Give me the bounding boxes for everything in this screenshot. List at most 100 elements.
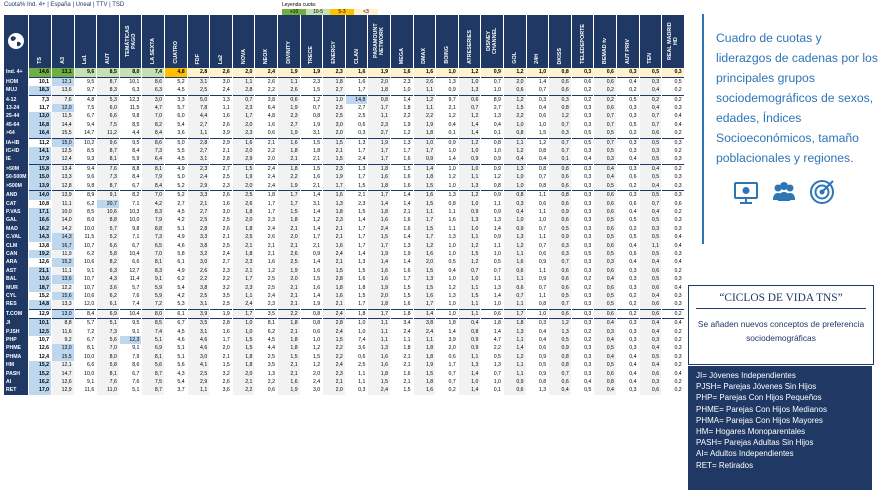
table-cell: 0,8 [548, 361, 572, 370]
table-cell: 2,4 [254, 181, 279, 191]
table-cell: 0,6 [435, 352, 459, 362]
table-cell: 9,5 [119, 318, 143, 328]
table-cell: 14,3 [51, 233, 75, 242]
table-cell: 0,7 [593, 120, 617, 130]
table-cell: 2,1 [209, 233, 233, 242]
row-label: CAT [4, 199, 30, 208]
description-text: Cuadro de cuotas y liderazgos de cadenas… [716, 31, 878, 165]
table-cell: 2,3 [367, 120, 391, 130]
table-cell: 4,6 [187, 336, 211, 345]
column-header-label: MEGA [398, 47, 405, 64]
table-cell: 1,3 [526, 386, 550, 395]
table-cell: 9,1 [141, 275, 166, 284]
table-cell: 8,1 [141, 258, 166, 267]
column-header: La2 [209, 15, 233, 68]
table-cell: 5,6 [164, 361, 188, 370]
table-cell: 1,3 [480, 283, 504, 292]
table-cell: 1,3 [480, 112, 504, 121]
table-cell: 0,4 [571, 378, 595, 387]
table-cell: 0,5 [639, 249, 663, 259]
table-cell: 1,3 [435, 76, 459, 87]
table-cell: 1,4 [480, 327, 504, 336]
table-cell: 1,5 [503, 104, 527, 113]
table-cell: 1,5 [209, 361, 233, 370]
table-cell: 1,2 [503, 67, 527, 78]
table-cell: 5,1 [164, 352, 188, 362]
table-cell: 0,7 [503, 291, 527, 301]
table-cell: 13,6 [28, 275, 53, 284]
table-cell: 2,0 [435, 344, 459, 353]
table-cell: 2,5 [232, 233, 256, 242]
table-cell: 0,3 [661, 216, 685, 225]
table-cell: 9,8 [119, 224, 143, 234]
table-cell: 7,6 [51, 94, 75, 105]
table-cell: 1,0 [458, 275, 482, 284]
table-cell: 1,6 [254, 258, 279, 267]
table-cell: 0,7 [526, 241, 550, 250]
table-cell: 2,9 [209, 137, 233, 148]
table-cell: 0,9 [480, 155, 504, 165]
table-cell: 1,5 [322, 336, 346, 345]
table-cell: 12,0 [51, 104, 75, 113]
table-cell: 0,3 [639, 147, 663, 156]
column-header: TEN [639, 15, 663, 68]
table-cell: 0,6 [548, 199, 572, 208]
table-row: RES 14,8 13,3 12,0 6,1 7,4 7,2 5,3 3,1 2,5 2,4 2,3 2… [4, 300, 685, 310]
table-cell: 14,3 [28, 233, 53, 242]
table-cell: 0,4 [616, 155, 640, 165]
table-cell: 1,2 [503, 352, 527, 362]
table-cell: 3,5 [254, 361, 279, 370]
table-cell: 2,1 [254, 241, 279, 250]
table-cell: 1,2 [413, 241, 437, 250]
table-cell: 2,4 [300, 378, 324, 387]
table-cell: 0,3 [661, 344, 685, 353]
table-cell: 1,5 [322, 137, 346, 148]
table-cell: 0,7 [639, 199, 663, 208]
table-cell: 0,4 [616, 207, 640, 217]
table-cell: 0,6 [616, 249, 640, 259]
table-cell: 1,4 [480, 224, 504, 234]
table-cell: 1,2 [503, 94, 527, 105]
table-cell: 10,3 [119, 207, 143, 217]
legend-item: 10-5 [306, 9, 330, 16]
table-cell: 0,5 [616, 94, 640, 105]
column-header-label: TEMÁTICAS PAGO [124, 25, 137, 57]
row-label: >500M [4, 181, 30, 191]
table-cell: 2,8 [322, 318, 346, 328]
table-cell: 7,4 [345, 336, 369, 345]
table-cell: 0,4 [593, 163, 617, 174]
table-cell: 0,3 [503, 199, 527, 208]
table-row: 4-12 7,3 7,6 4,8 5,3 12,3 3,0 3,3 5,0 1,3 0,7 3,8 0,… [4, 94, 685, 105]
table-cell: 9,8 [74, 181, 98, 191]
table-cell: 0,9 [480, 190, 504, 200]
table-cell: 4,2 [164, 291, 188, 301]
table-cell: 1,9 [277, 67, 301, 78]
column-header-label: CUATRO [172, 41, 179, 64]
table-cell: 10,2 [74, 137, 98, 148]
table-cell: 1,8 [413, 344, 437, 353]
table-cell: 1,3 [435, 190, 459, 200]
table-cell: 1,0 [503, 173, 527, 182]
table-cell: 8,6 [141, 137, 166, 148]
table-cell: 2,1 [232, 378, 256, 387]
table-cell: 1,0 [435, 275, 459, 284]
table-cell: 1,9 [390, 249, 414, 259]
table-cell: 1,7 [232, 275, 256, 284]
table-cell: 10,1 [28, 76, 53, 87]
table-cell: 2,7 [164, 199, 188, 208]
row-label: IA+IB [4, 137, 30, 148]
table-cell: 0,3 [571, 361, 595, 370]
table-cell: 2,1 [209, 352, 233, 362]
table-cell: 7,6 [96, 378, 120, 387]
table-cell: 2,1 [232, 241, 256, 250]
table-cell: 0,2 [616, 129, 640, 139]
table-cell: 0,5 [639, 137, 663, 148]
table-cell: 1,6 [345, 275, 369, 284]
table-cell: 2,3 [254, 300, 279, 310]
table-cell: 1,6 [367, 173, 391, 182]
column-header: REAL MADRID HD [661, 15, 685, 68]
column-header: TRECE [300, 15, 324, 68]
table-cell: 0,3 [526, 94, 550, 105]
table-cell: 6,1 [96, 300, 120, 310]
table-cell: 2,0 [232, 369, 256, 379]
